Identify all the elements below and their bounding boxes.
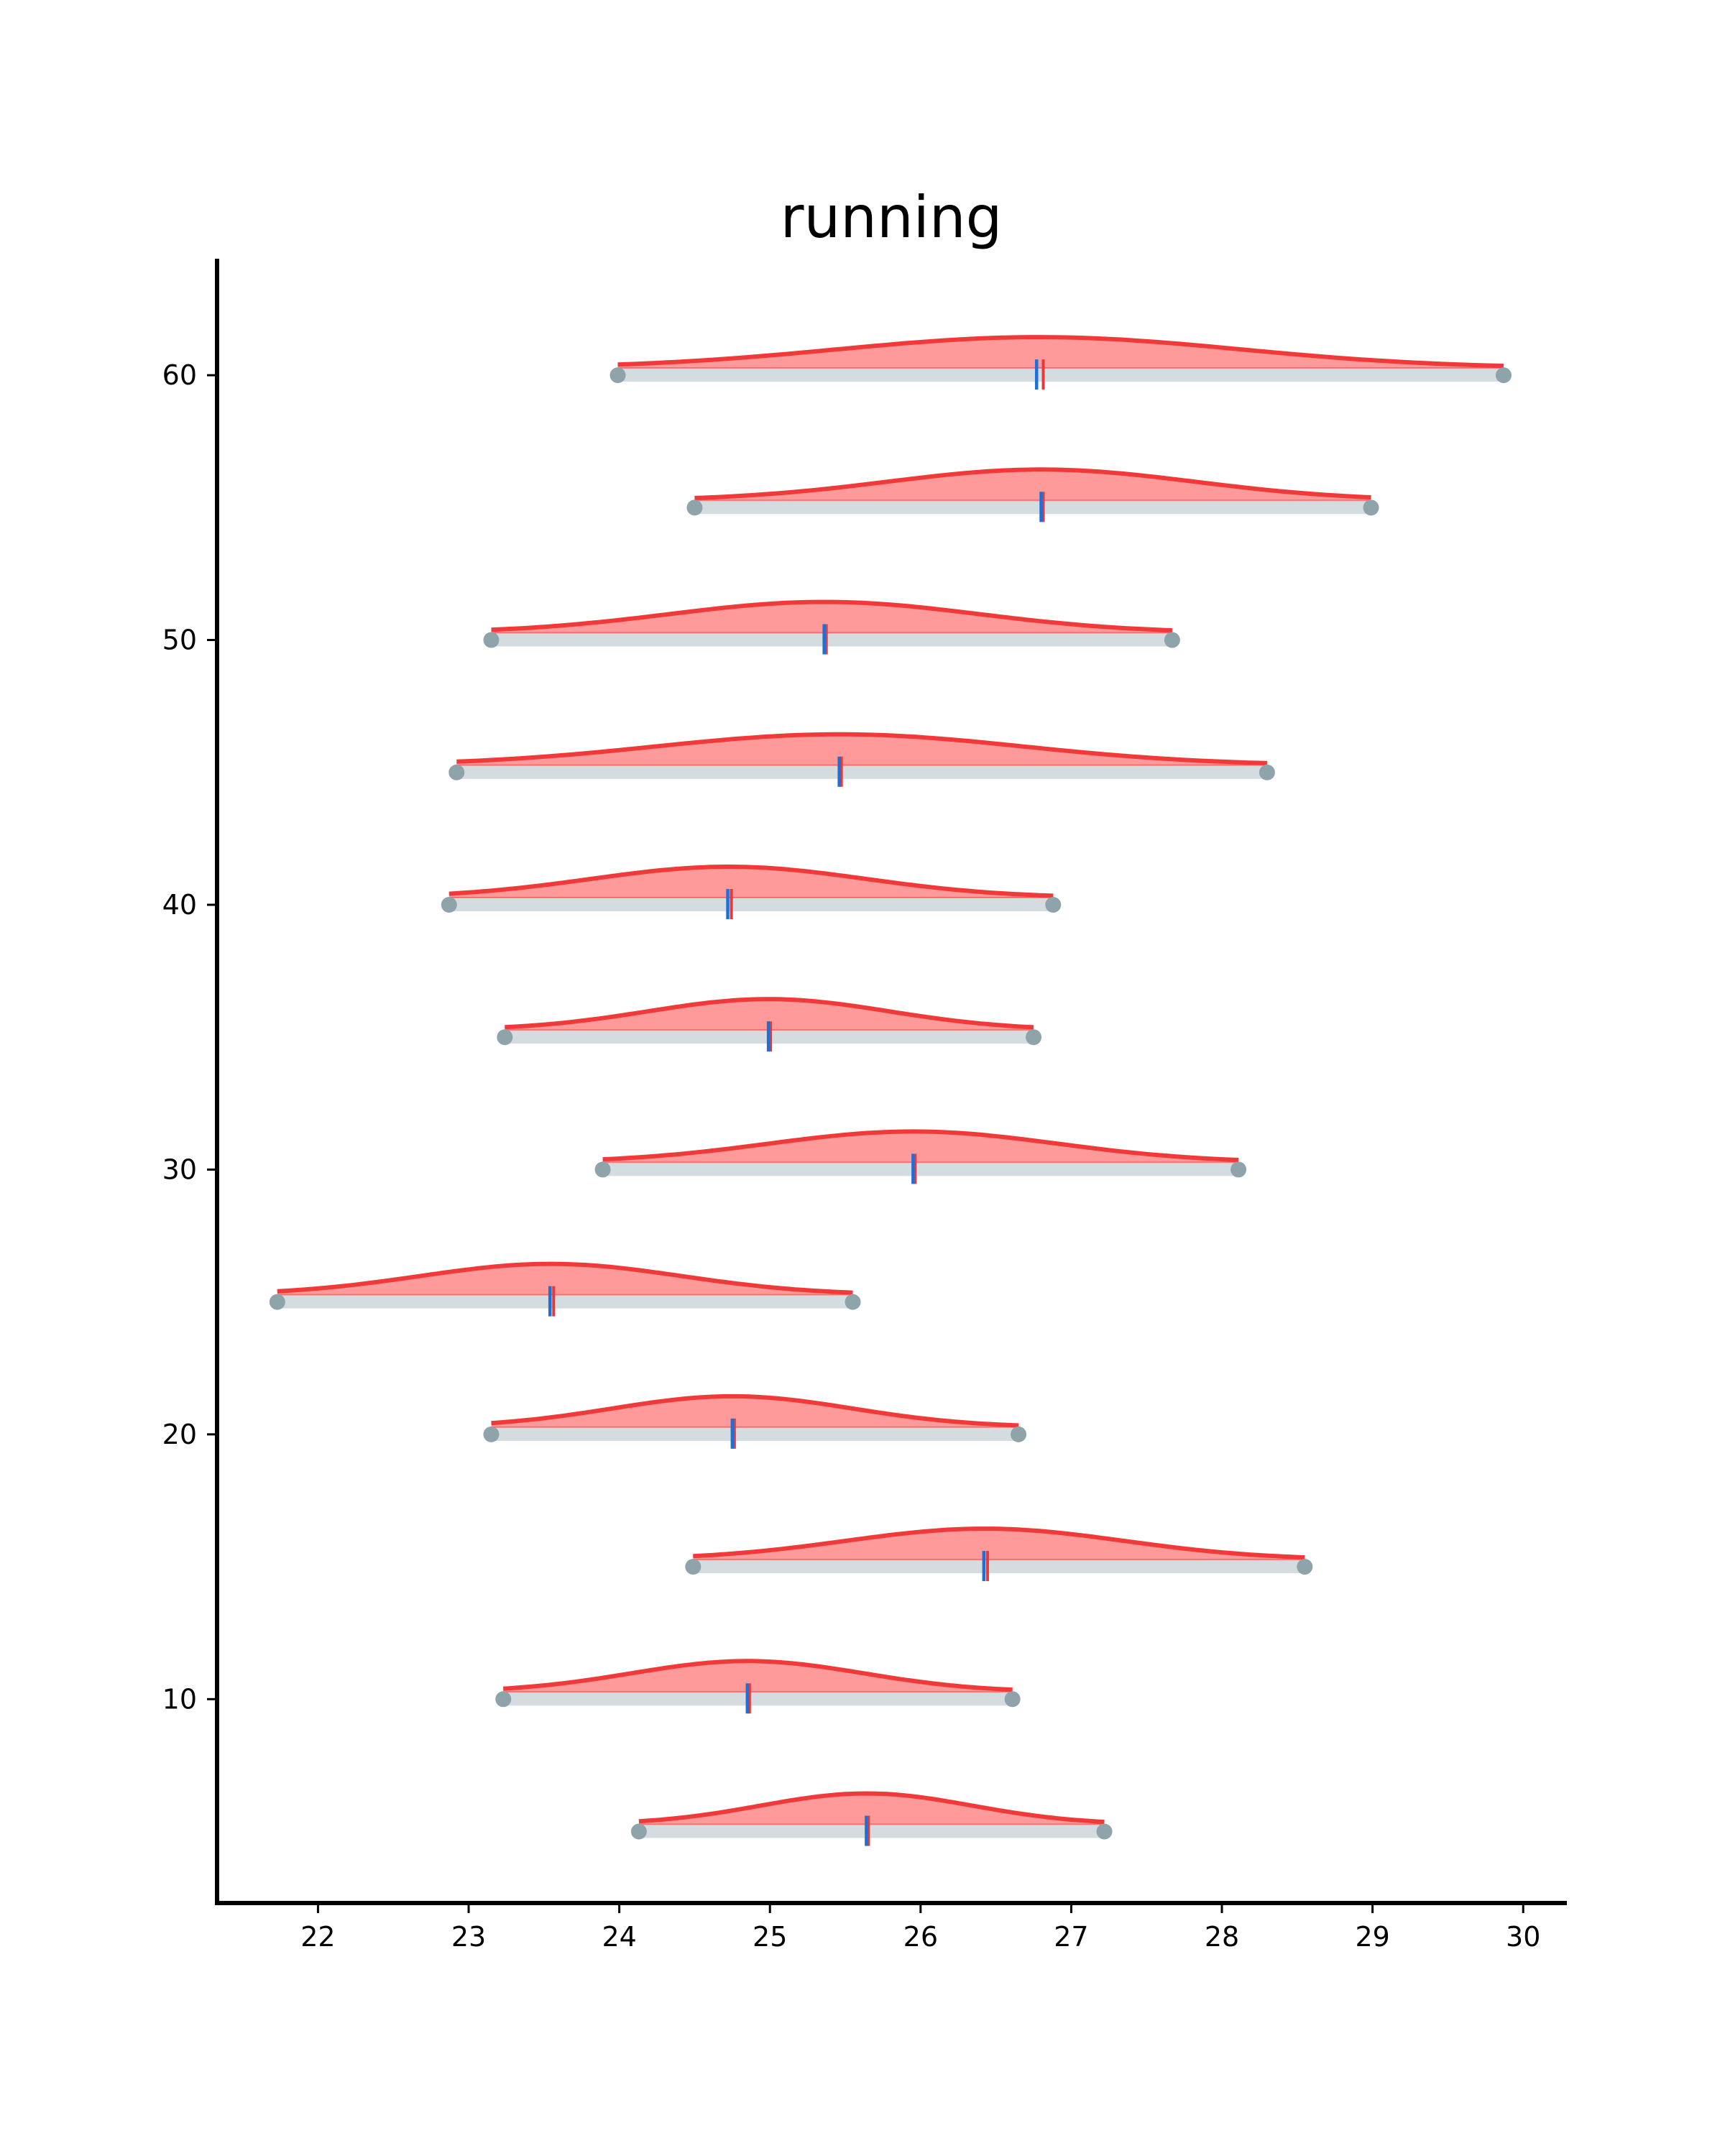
range-bar xyxy=(491,633,1172,647)
range-bar xyxy=(602,1163,1239,1176)
density-fill xyxy=(505,999,1034,1031)
density-fill xyxy=(638,1793,1105,1825)
max-point xyxy=(1011,1426,1027,1442)
x-tick-label: 25 xyxy=(753,1921,787,1953)
density-curve xyxy=(638,1791,1105,1825)
range-bar xyxy=(491,1427,1019,1441)
ridge-rows xyxy=(269,335,1512,1846)
max-point xyxy=(1259,764,1275,780)
ridge-row xyxy=(685,1526,1313,1582)
density-fill xyxy=(602,1131,1239,1163)
ridge-row xyxy=(269,1261,861,1317)
y-tick-label: 50 xyxy=(162,625,197,656)
density-fill xyxy=(503,1661,1013,1692)
min-point xyxy=(495,1691,512,1708)
chart-title: running xyxy=(781,184,1003,251)
density-curve xyxy=(448,865,1054,898)
density-fill xyxy=(456,734,1267,765)
range-bar xyxy=(638,1825,1105,1838)
y-tick-label: 40 xyxy=(162,889,197,921)
ridge-row xyxy=(686,467,1379,522)
ridge-row xyxy=(483,599,1180,655)
min-point xyxy=(685,1559,702,1575)
ridge-row xyxy=(594,1129,1247,1184)
max-point xyxy=(1096,1823,1113,1840)
range-bar xyxy=(503,1692,1013,1706)
range-bar xyxy=(448,898,1054,911)
range-bar xyxy=(617,369,1504,382)
x-tick-label: 27 xyxy=(1054,1921,1088,1953)
min-point xyxy=(630,1823,647,1840)
x-tick-label: 22 xyxy=(300,1921,335,1953)
min-point xyxy=(497,1029,513,1046)
x-tick-label: 29 xyxy=(1355,1921,1389,1953)
min-point xyxy=(686,499,703,516)
density-curve xyxy=(503,1659,1013,1692)
max-point xyxy=(1164,632,1180,648)
density-fill xyxy=(617,337,1504,369)
y-tick-label: 60 xyxy=(162,359,197,391)
density-curve xyxy=(491,1393,1019,1428)
max-point xyxy=(1297,1559,1313,1575)
range-bar xyxy=(693,1560,1305,1574)
range-bar xyxy=(694,501,1371,515)
x-tick-label: 24 xyxy=(602,1921,636,1953)
density-fill xyxy=(277,1263,853,1295)
density-fill xyxy=(491,1396,1019,1427)
max-point xyxy=(1004,1691,1021,1708)
max-point xyxy=(845,1294,861,1310)
density-fill xyxy=(491,602,1172,633)
max-point xyxy=(1363,499,1379,516)
x-tick-label: 28 xyxy=(1205,1921,1239,1953)
density-curve xyxy=(693,1526,1305,1560)
max-point xyxy=(1495,367,1512,384)
y-tick-label: 20 xyxy=(162,1419,197,1450)
density-curve xyxy=(694,467,1371,500)
y-axis-ticks: 10 20 30 40 50 60 xyxy=(162,359,217,1715)
max-point xyxy=(1045,896,1062,913)
x-tick-label: 26 xyxy=(903,1921,938,1953)
x-tick-label: 23 xyxy=(451,1921,486,1953)
ridge-row xyxy=(448,732,1275,787)
density-fill xyxy=(694,469,1371,501)
ridge-row xyxy=(441,865,1062,919)
max-point xyxy=(1230,1161,1247,1178)
ridge-row xyxy=(495,1659,1021,1714)
density-curve xyxy=(456,732,1267,765)
min-point xyxy=(594,1161,611,1178)
density-fill xyxy=(448,867,1054,898)
min-point xyxy=(269,1294,285,1310)
density-curve xyxy=(491,599,1173,633)
density-curve xyxy=(505,997,1034,1030)
min-point xyxy=(483,1426,500,1442)
min-point xyxy=(483,632,500,648)
y-tick-label: 10 xyxy=(162,1683,197,1715)
density-curve xyxy=(602,1129,1239,1162)
x-tick-label: 30 xyxy=(1506,1921,1540,1953)
min-point xyxy=(610,367,626,384)
ridge-row xyxy=(497,997,1042,1052)
ridge-row xyxy=(630,1791,1113,1846)
density-curve xyxy=(617,335,1504,369)
range-bar xyxy=(456,765,1267,779)
min-point xyxy=(441,896,457,913)
density-curve xyxy=(277,1261,853,1295)
max-point xyxy=(1026,1029,1042,1046)
density-fill xyxy=(693,1529,1305,1560)
ridge-row xyxy=(610,335,1512,390)
x-axis-ticks: 22 23 24 25 26 27 28 29 30 xyxy=(300,1903,1540,1953)
ridge-row xyxy=(483,1393,1027,1449)
y-tick-label: 30 xyxy=(162,1153,197,1185)
min-point xyxy=(448,764,465,780)
range-bar xyxy=(277,1295,853,1309)
